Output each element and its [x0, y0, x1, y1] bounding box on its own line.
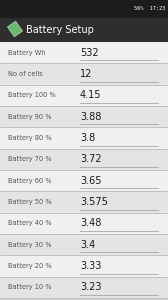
Polygon shape: [7, 21, 23, 37]
Text: Battery Setup: Battery Setup: [26, 25, 94, 35]
Bar: [0, 255, 168, 277]
Text: 3.88: 3.88: [80, 112, 101, 122]
Text: Battery 100 %: Battery 100 %: [8, 92, 56, 98]
Text: Battery 20 %: Battery 20 %: [8, 263, 52, 269]
Bar: [0, 170, 168, 191]
Text: 3.8: 3.8: [80, 133, 95, 143]
Text: Battery 60 %: Battery 60 %: [8, 178, 52, 184]
Bar: [0, 213, 168, 234]
Text: 3.72: 3.72: [80, 154, 102, 164]
Text: Battery 50 %: Battery 50 %: [8, 199, 52, 205]
Text: 12: 12: [80, 69, 92, 79]
Text: 4.15: 4.15: [80, 90, 101, 100]
Text: 3.65: 3.65: [80, 176, 101, 186]
Bar: [0, 234, 168, 255]
Text: 3.23: 3.23: [80, 282, 101, 292]
Text: 56%  17:23: 56% 17:23: [134, 7, 165, 11]
Text: Battery Wh: Battery Wh: [8, 50, 46, 56]
Bar: [0, 127, 168, 149]
Text: 3.33: 3.33: [80, 261, 101, 271]
Text: Battery 10 %: Battery 10 %: [8, 284, 52, 290]
Text: 532: 532: [80, 48, 99, 58]
Bar: [0, 149, 168, 170]
Bar: [0, 106, 168, 127]
Bar: [0, 191, 168, 213]
Bar: [0, 18, 168, 42]
Bar: [0, 63, 168, 85]
Bar: [0, 0, 168, 18]
Text: No of cells: No of cells: [8, 71, 43, 77]
Text: 3.4: 3.4: [80, 240, 95, 250]
Text: Battery 30 %: Battery 30 %: [8, 242, 52, 248]
Bar: [0, 277, 168, 298]
Text: Battery 40 %: Battery 40 %: [8, 220, 52, 226]
Bar: [0, 85, 168, 106]
Bar: [0, 42, 168, 63]
Text: Battery 90 %: Battery 90 %: [8, 114, 52, 120]
Text: 3.48: 3.48: [80, 218, 101, 228]
Text: Battery 80 %: Battery 80 %: [8, 135, 52, 141]
Text: Battery 70 %: Battery 70 %: [8, 156, 52, 162]
Text: 3.575: 3.575: [80, 197, 108, 207]
